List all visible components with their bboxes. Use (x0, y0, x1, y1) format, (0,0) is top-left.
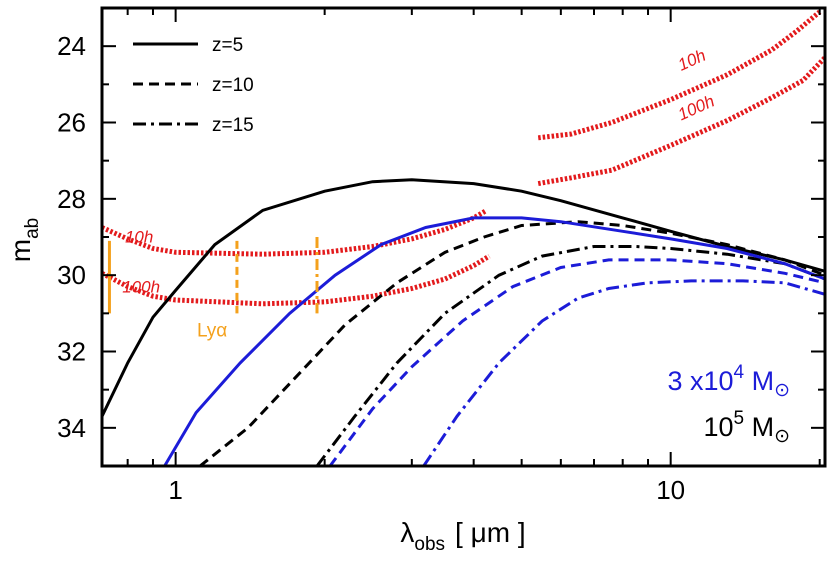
mass-legend: 3 x104 M⊙ 105 M⊙ (667, 362, 790, 447)
sensitivity-label: 100h (122, 277, 160, 296)
lya-markers: Lyα (107, 237, 319, 341)
y-tick-label: 32 (57, 337, 86, 367)
series-line-low_mass-solid (163, 216, 825, 466)
legend: z=5 z=10 z=15 (133, 35, 254, 136)
y-tick-label: 24 (57, 31, 86, 61)
mass-legend-entry: 105 M⊙ (703, 408, 790, 447)
y-axis-label: mab (5, 218, 43, 262)
y-tick-label: 30 (57, 260, 86, 290)
series-line-high_mass-dashed (199, 220, 825, 466)
series-line-low_mass-dashdot (422, 279, 825, 466)
x-axis-label: λobs[ μm ] (400, 517, 525, 555)
legend-label: z=5 (212, 35, 243, 56)
sensitivity-curve-100h (102, 253, 491, 307)
y-tick-label: 34 (57, 413, 86, 443)
legend-label: z=15 (212, 115, 254, 136)
series-line-high_mass-dashdot (315, 245, 825, 466)
sensitivity-curve-100h (537, 55, 825, 187)
legend-label: z=10 (212, 75, 254, 96)
mass-legend-entry: 3 x104 M⊙ (667, 362, 790, 401)
y-tick-label: 28 (57, 184, 86, 214)
series-line-low_mass-dashed (328, 258, 825, 466)
lya-label: Lyα (197, 320, 227, 341)
sensitivity-label: 10h (125, 228, 153, 247)
model-curves (102, 178, 825, 466)
y-tick-label: 26 (57, 108, 86, 138)
sensitivity-curve-10h (102, 208, 488, 257)
axes: 1 10 24 26 28 30 32 34 λobs[ μm ] mab (5, 6, 827, 555)
x-tick-label: 1 (168, 475, 182, 505)
x-tick-label: 10 (656, 475, 685, 505)
